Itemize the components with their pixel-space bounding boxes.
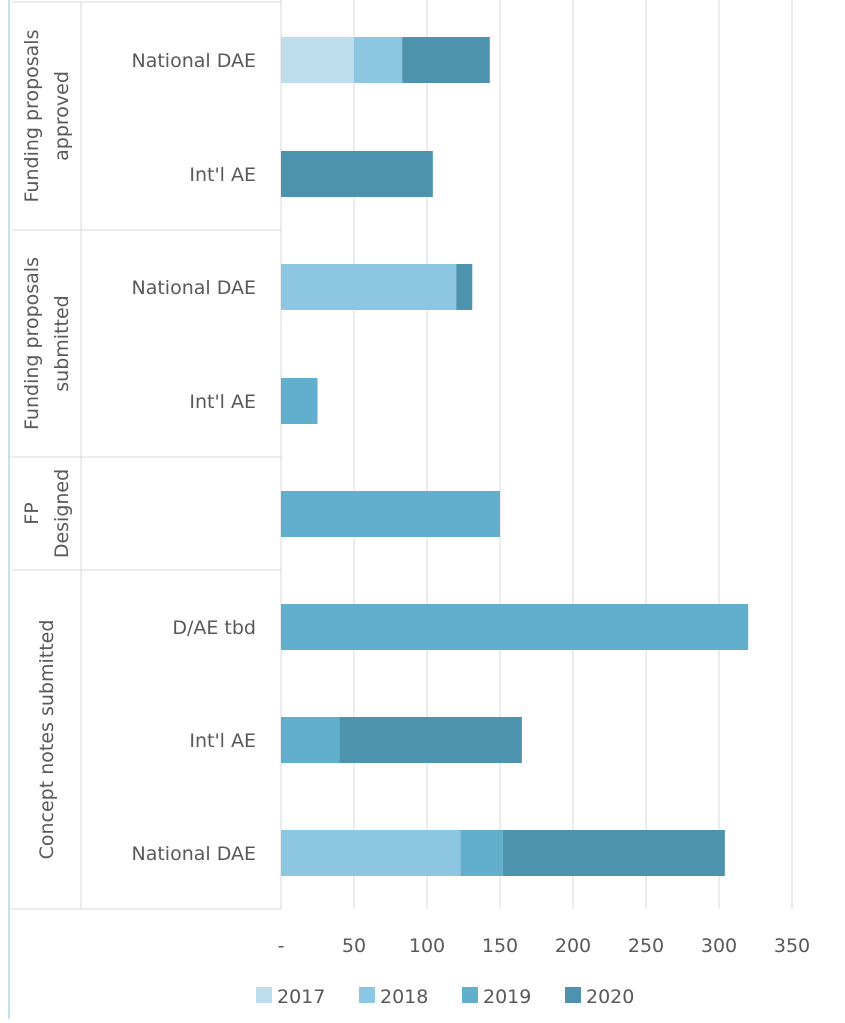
legend-label-2019: 2019 [483,986,531,1008]
category-label: National DAE [131,277,256,299]
legend-label-2020: 2020 [586,986,634,1008]
legend-label-2018: 2018 [380,986,428,1008]
legend: 2017 2018 2019 2020 [256,986,634,1008]
category-labels: National DAE Int'l AE Funding proposals app… [21,30,256,865]
group-dividers [11,1,281,910]
x-tick-label: 100 [409,935,445,957]
x-tick-label: - [278,935,285,957]
group-label: FP Designed [21,469,73,558]
bar-segment-2019-row-4 [281,491,500,537]
category-label: Int'l AE [189,164,256,186]
category-label: National DAE [131,843,256,865]
group-label-line: Funding proposals [21,30,43,203]
bar-segment-2018-row-0 [354,37,403,83]
x-tick-label: 250 [628,935,664,957]
group-label: Funding proposals approved [21,30,73,203]
legend-swatch-2018 [359,987,375,1003]
bar-segment-2020-row-1 [281,151,433,197]
bar-segment-2019-row-6 [281,717,340,763]
x-tick-label: 150 [482,935,518,957]
x-tick-label: 300 [701,935,737,957]
x-tick-label: 200 [555,935,591,957]
bar-segment-2020-row-7 [502,830,725,876]
group-label-line: approved [51,71,73,161]
group-label-line: submitted [51,295,73,391]
bars [281,37,749,876]
bar-segment-2020-row-0 [402,37,490,83]
legend-label-2017: 2017 [277,986,325,1008]
group-label-line: Designed [51,469,73,558]
bar-segment-2020-row-2 [456,264,473,310]
legend-swatch-2019 [462,987,478,1003]
bar-segment-2020-row-6 [339,717,522,763]
x-tick-label: 350 [774,935,810,957]
bar-segment-2019-row-3 [281,378,318,424]
category-label: D/AE tbd [172,617,256,639]
category-label: National DAE [131,50,256,72]
legend-swatch-2017 [256,987,272,1003]
bar-segment-2018-row-7 [281,830,461,876]
bar-segment-2017-row-0 [281,37,354,83]
bar-segment-2018-row-2 [281,264,457,310]
group-label-line: Funding proposals [21,257,43,430]
x-tick-label: 50 [342,935,366,957]
x-axis-tick-labels: - 50 100 150 200 250 300 350 [278,935,811,957]
category-label: Int'l AE [189,730,256,752]
group-label: Funding proposals submitted [21,257,73,430]
category-label: Int'l AE [189,391,256,413]
bar-segment-2019-row-5 [281,604,749,650]
legend-swatch-2020 [565,987,581,1003]
bar-segment-2019-row-7 [460,830,503,876]
group-label-line: Concept notes submitted [36,620,58,860]
group-label-line: FP [21,502,43,524]
group-label: Concept notes submitted [36,620,58,860]
